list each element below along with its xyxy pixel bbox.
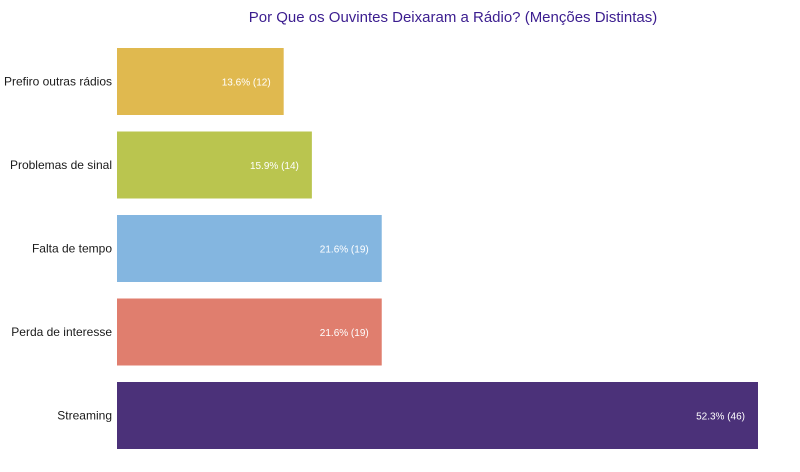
data-label-2: 21.6% (19) bbox=[320, 245, 369, 256]
category-label-4: Streaming bbox=[57, 409, 112, 423]
bar-0 bbox=[117, 48, 284, 115]
chart-title: Por Que os Ouvintes Deixaram a Rádio? (M… bbox=[249, 9, 658, 26]
bar-1 bbox=[117, 131, 312, 199]
bars-group: Prefiro outras rádios 13.6% (12) Problemas… bbox=[4, 48, 758, 449]
category-label-1: Problemas de sinal bbox=[10, 158, 112, 172]
data-label-3: 21.6% (19) bbox=[320, 328, 369, 339]
category-label-3: Perda de interesse bbox=[11, 325, 112, 339]
data-label-0: 13.6% (12) bbox=[222, 78, 271, 89]
bar-4 bbox=[117, 382, 758, 449]
data-label-1: 15.9% (14) bbox=[250, 161, 299, 172]
bar-3 bbox=[117, 298, 382, 366]
bar-2 bbox=[117, 215, 382, 282]
category-label-2: Falta de tempo bbox=[32, 242, 112, 256]
category-label-0: Prefiro outras rádios bbox=[4, 75, 112, 89]
data-label-4: 52.3% (46) bbox=[696, 412, 745, 423]
